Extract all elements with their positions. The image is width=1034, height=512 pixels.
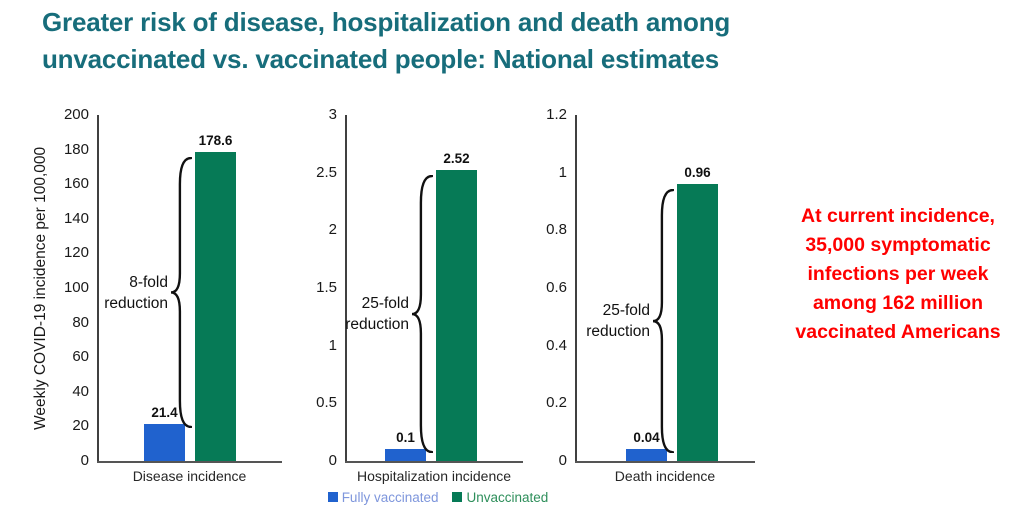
- y-tick-label: 1: [558, 163, 567, 181]
- y-tick-label: 1: [328, 336, 337, 354]
- bar-fully-vaccinated: [144, 423, 185, 461]
- y-axis-line: [575, 115, 577, 461]
- y-tick-label: 80: [72, 313, 89, 331]
- bar-unvaccinated: [436, 170, 477, 461]
- callout-line: infections per week: [807, 263, 989, 285]
- y-tick-label: 2.5: [316, 163, 337, 181]
- legend-label-unvaccinated: Unvaccinated: [466, 489, 549, 505]
- y-tick-label: 200: [63, 106, 89, 123]
- bar-unvaccinated: [195, 152, 236, 461]
- bar-value-label: 178.6: [198, 133, 233, 149]
- brace-icon: [170, 156, 193, 429]
- y-tick-label: 0: [80, 452, 89, 469]
- y-tick-label: 0.2: [546, 394, 567, 412]
- bar-value-label: 21.4: [151, 404, 178, 420]
- y-tick-label: 140: [63, 209, 89, 227]
- y-tick-label: 1.2: [546, 106, 567, 123]
- callout-text: At current incidence, 35,000 symptomatic…: [766, 202, 1030, 347]
- legend-item-fully-vaccinated: Fully vaccinated: [327, 489, 439, 505]
- callout-line: At current incidence,: [801, 205, 995, 227]
- callout-line: vaccinated Americans: [795, 321, 1001, 343]
- bar-fully-vaccinated: [385, 449, 426, 461]
- bar-value-label: 0.1: [396, 430, 415, 446]
- page-title: Greater risk of disease, hospitalization…: [42, 4, 1002, 78]
- bar-value-label: 0.96: [684, 165, 711, 181]
- legend-label-fully-vaccinated: Fully vaccinated: [341, 489, 439, 505]
- x-axis-line: [345, 461, 523, 463]
- x-axis-label: Disease incidence: [132, 468, 247, 484]
- y-tick-label: 3: [328, 106, 337, 123]
- bar-value-label: 0.04: [633, 430, 660, 446]
- x-axis-label: Death incidence: [614, 468, 716, 484]
- reduction-annotation: 25-fold reduction: [345, 295, 409, 334]
- bar-unvaccinated: [677, 184, 718, 461]
- y-tick-label: 1.5: [316, 279, 337, 296]
- x-axis-line: [97, 461, 282, 463]
- y-tick-label: 60: [72, 348, 89, 366]
- reduction-annotation: 25-fold reduction: [586, 302, 650, 341]
- bar-fully-vaccinated: [626, 449, 667, 461]
- brace-icon: [411, 175, 434, 454]
- y-tick-label: 0: [328, 452, 337, 469]
- page-title-line-2: unvaccinated vs. vaccinated people: Nati…: [42, 44, 720, 74]
- x-axis-label: Hospitalization incidence: [356, 468, 512, 484]
- callout-line: among 162 million: [812, 292, 984, 314]
- chart-legend: Fully vaccinated Unvaccinated: [318, 487, 558, 507]
- callout-line: 35,000 symptomatic: [805, 234, 991, 256]
- y-tick-label: 0.5: [316, 394, 337, 412]
- page-title-line-1: Greater risk of disease, hospitalization…: [42, 7, 731, 37]
- brace-icon: [652, 188, 675, 454]
- y-tick-label: 120: [63, 244, 89, 262]
- y-tick-label: 0.8: [546, 221, 567, 239]
- y-tick-label: 40: [72, 382, 89, 400]
- legend-item-unvaccinated: Unvaccinated: [452, 490, 548, 505]
- y-tick-label: 0.6: [546, 279, 567, 296]
- y-tick-label: 160: [63, 175, 89, 193]
- x-axis-line: [575, 461, 755, 463]
- y-tick-label: 0: [558, 452, 567, 469]
- y-tick-label: 100: [63, 279, 89, 296]
- y-axis-line: [97, 115, 99, 461]
- y-tick-label: 2: [328, 221, 337, 239]
- legend-swatch-unvaccinated-icon: [452, 492, 463, 502]
- legend-swatch-fully-vaccinated-icon: [327, 492, 338, 502]
- y-tick-label: 0.4: [546, 336, 567, 354]
- bar-value-label: 2.52: [443, 151, 470, 167]
- reduction-annotation: 8-fold reduction: [104, 273, 168, 312]
- y-axis-line: [345, 115, 347, 461]
- y-tick-label: 180: [63, 140, 89, 158]
- y-tick-label: 20: [72, 417, 89, 435]
